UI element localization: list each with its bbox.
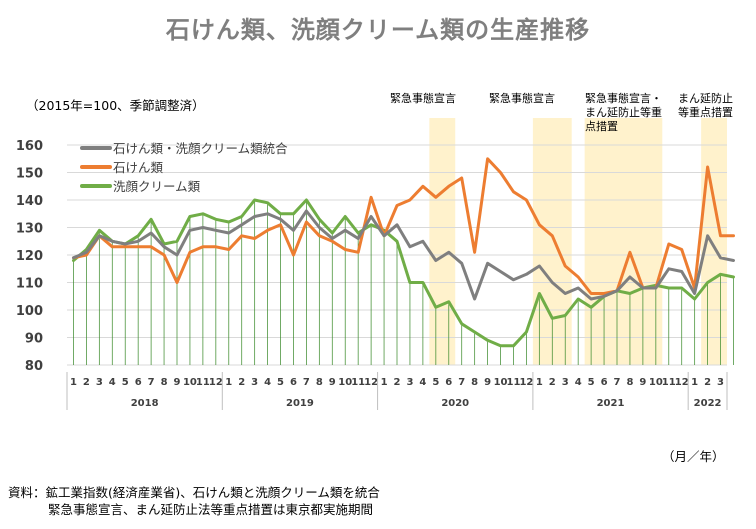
year-label: 2019	[286, 398, 314, 409]
x-tick-label: 3	[717, 377, 724, 388]
x-tick-label: 11	[507, 377, 521, 388]
x-tick-label: 8	[471, 377, 478, 388]
shaded-period-2	[584, 118, 663, 365]
x-tick-label: 12	[519, 377, 533, 388]
x-tick-label: 1	[70, 377, 77, 388]
x-tick-label: 4	[264, 377, 271, 388]
x-tick-label: 5	[588, 377, 595, 388]
year-label: 2020	[441, 398, 469, 409]
x-tick-label: 8	[626, 377, 633, 388]
series-line-combined	[72, 209, 735, 301]
source-line-2: 緊急事態宣言、まん延防止法等重点措置は東京都実施期間	[48, 502, 374, 517]
x-tick-label: 2	[549, 377, 556, 388]
x-tick-label: 10	[338, 377, 352, 388]
axis-unit-label: （月／年）	[662, 449, 725, 464]
period-label-1: 緊急事態宣言	[489, 91, 555, 105]
shaded-period-0	[429, 118, 456, 365]
x-tick-label: 10	[183, 377, 197, 388]
y-tick-label: 150	[16, 167, 43, 182]
source-line-1: 資料：鉱工業指数(経済産業省)、石けん類と洗顔クリーム類を統合	[8, 485, 380, 500]
x-tick-label: 12	[364, 377, 378, 388]
x-tick-label: 11	[351, 377, 365, 388]
x-tick-label: 11	[662, 377, 676, 388]
x-tick-label: 8	[316, 377, 323, 388]
legend-label-face_cream: 洗顔クリーム類	[113, 179, 201, 194]
x-axis: 1 2 3 4 5 6 7 8 9 10 11 12 1 2 3 4 5 6 7 8 9 10 11 12 1 2 3 4 5 6 7 8 9 1…	[66, 372, 728, 410]
x-tick-label: 1	[536, 377, 543, 388]
x-tick-label: 6	[135, 377, 142, 388]
x-tick-label: 8	[161, 377, 168, 388]
y-tick-label: 80	[25, 359, 43, 374]
legend-label-combined: 石けん類・洗顔クリーム類統合	[113, 141, 288, 156]
x-tick-label: 5	[432, 377, 439, 388]
x-tick-label: 7	[148, 377, 155, 388]
y-tick-label: 110	[16, 277, 43, 292]
x-tick-label: 4	[419, 377, 426, 388]
x-tick-label: 6	[290, 377, 297, 388]
series-lines	[72, 157, 735, 348]
x-tick-label: 6	[445, 377, 452, 388]
x-tick-label: 7	[458, 377, 465, 388]
x-tick-label: 9	[174, 377, 181, 388]
x-tick-label: 2	[394, 377, 401, 388]
period-label-2: 緊急事態宣言・まん延防止等重点措置	[585, 91, 662, 133]
x-tick-label: 12	[209, 377, 223, 388]
x-tick-label: 4	[109, 377, 116, 388]
y-tick-label: 100	[16, 304, 43, 319]
x-tick-label: 7	[303, 377, 310, 388]
series-line-face_cream	[72, 198, 735, 348]
year-label: 2022	[694, 398, 722, 409]
x-tick-label: 3	[96, 377, 103, 388]
x-tick-label: 1	[381, 377, 388, 388]
chart-title: 石けん類、洗顔クリーム類の生産推移	[165, 16, 591, 44]
period-label-3: まん延防止等重点措置	[678, 91, 733, 119]
period-label-0: 緊急事態宣言	[390, 91, 456, 105]
x-tick-label: 2	[83, 377, 90, 388]
x-tick-label: 5	[277, 377, 284, 388]
y-tick-label: 90	[25, 332, 43, 347]
x-tick-label: 6	[601, 377, 608, 388]
x-tick-label: 9	[329, 377, 336, 388]
x-tick-label: 4	[575, 377, 582, 388]
x-tick-label: 1	[691, 377, 698, 388]
x-tick-label: 10	[649, 377, 663, 388]
x-tick-label: 1	[225, 377, 232, 388]
x-tick-label: 3	[251, 377, 258, 388]
unit-note: （2015年=100、季節調整済）	[26, 98, 205, 113]
y-tick-label: 120	[16, 249, 43, 264]
x-tick-label: 2	[238, 377, 245, 388]
y-tick-label: 160	[16, 139, 43, 154]
x-tick-label: 2	[704, 377, 711, 388]
x-tick-label: 10	[494, 377, 508, 388]
x-tick-label: 3	[562, 377, 569, 388]
year-label: 2018	[131, 398, 159, 409]
x-tick-label: 12	[675, 377, 689, 388]
x-tick-label: 9	[484, 377, 491, 388]
series-line-soap	[72, 157, 735, 295]
legend-label-soap: 石けん類	[113, 160, 164, 175]
x-tick-label: 9	[639, 377, 646, 388]
x-tick-label: 7	[614, 377, 621, 388]
y-tick-labels: 80 90 100 110 120 130 140 150 160	[16, 139, 43, 374]
x-tick-label: 5	[122, 377, 129, 388]
x-tick-label: 3	[406, 377, 413, 388]
y-tick-label: 130	[16, 222, 43, 237]
drop-lines	[73, 200, 734, 365]
year-label: 2021	[597, 398, 625, 409]
x-tick-label: 11	[196, 377, 210, 388]
y-tick-label: 140	[16, 194, 43, 209]
